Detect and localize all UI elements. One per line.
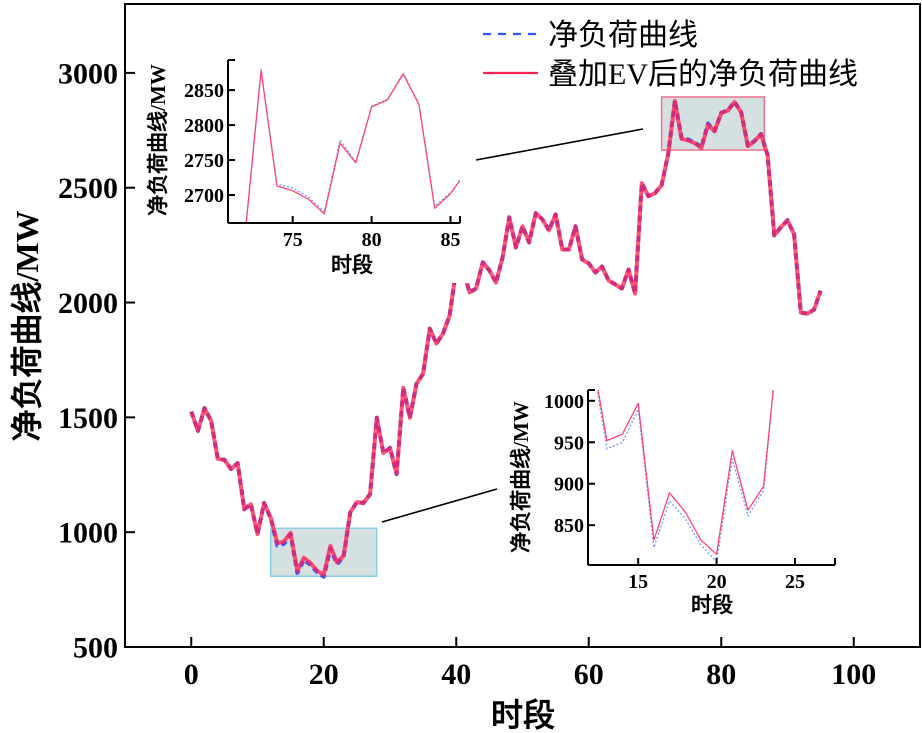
x-axis-label: 时段: [491, 697, 555, 733]
y-axis-label: 净负荷曲线/MW: [509, 401, 533, 553]
y-tick-label: 3000: [58, 57, 118, 90]
connector-line-peak: [475, 128, 644, 161]
legend-label-ev-net-load: 叠加EV后的净负荷曲线: [548, 58, 858, 91]
legend-label-net-load: 净负荷曲线: [548, 19, 698, 52]
legend: 净负荷曲线 叠加EV后的净负荷曲线: [483, 19, 858, 91]
x-tick-label: 0: [184, 658, 199, 691]
zoom-connectors: [381, 128, 644, 523]
x-tick-label: 15: [628, 571, 648, 593]
y-tick-label: 2750: [184, 150, 224, 172]
series-line-ev-net-load: [245, 69, 460, 223]
x-tick-label: 60: [574, 658, 604, 691]
x-tick-label: 100: [831, 658, 876, 691]
series-group: [596, 390, 774, 563]
y-tick-label: 1500: [58, 402, 118, 435]
series-group: [245, 68, 460, 223]
series-line-net-load: [596, 390, 774, 563]
x-axis-label: 时段: [691, 593, 733, 617]
x-tick-label: 80: [362, 229, 382, 251]
y-tick-label: 900: [554, 474, 584, 496]
y-tick-label: 2500: [58, 172, 118, 205]
x-tick-label: 85: [441, 229, 461, 251]
x-tick-label: 20: [707, 571, 727, 593]
x-axis-label: 时段: [331, 253, 373, 277]
x-tick-label: 75: [283, 229, 303, 251]
y-tick-label: 950: [554, 432, 584, 454]
x-tick-label: 80: [706, 658, 736, 691]
y-tick-label: 850: [554, 515, 584, 537]
y-tick-label: 2700: [184, 185, 224, 207]
y-axis-label: 净负荷曲线/MW: [146, 64, 170, 216]
inset-background: [518, 380, 845, 625]
x-tick-label: 20: [309, 658, 339, 691]
series-line-ev-net-load: [189, 98, 823, 577]
series-line-ev-net-load: [597, 390, 774, 555]
y-tick-label: 1000: [544, 391, 584, 413]
series-group: [189, 98, 823, 579]
inset-plot-valley: 15 20 25 850 900 950 1000 时段 净负荷曲线/MW: [509, 380, 845, 625]
plot-frame: [124, 3, 921, 648]
y-axis-label: 净负荷曲线/MW: [9, 210, 45, 441]
y-tick-label: 2850: [184, 80, 224, 102]
inset-background: [158, 50, 470, 283]
main-plot: 0 20 40 60 80 10050010001500200025003000时段净负荷…: [9, 3, 921, 733]
x-tick-label: 25: [785, 571, 805, 593]
y-tick-label: 1000: [58, 517, 118, 550]
y-tick-label: 500: [73, 632, 118, 665]
inset-plot-peak: 75 80 85 2700 2750 2800 2850 时段 净负荷曲线/MW: [146, 50, 470, 283]
x-tick-label: 40: [441, 658, 471, 691]
y-tick-label: 2000: [58, 287, 118, 320]
y-tick-label: 2800: [184, 115, 224, 137]
connector-line-valley: [381, 488, 498, 523]
